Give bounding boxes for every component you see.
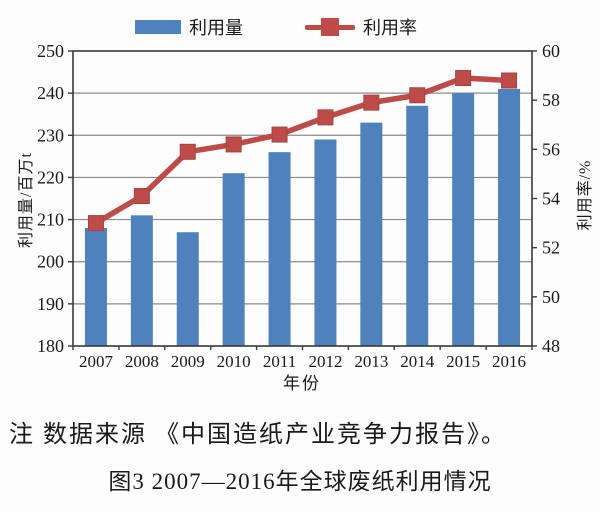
x-tick-label: 2016 (492, 352, 526, 371)
bar-2014 (406, 105, 429, 347)
left-tick-label: 210 (37, 210, 64, 230)
bar-2012 (314, 139, 337, 346)
right-axis-title: 利用率/% (577, 159, 594, 231)
bar-swatch-icon (135, 20, 181, 34)
bar-2013 (360, 122, 383, 347)
x-tick-label: 2014 (400, 352, 435, 371)
x-tick-label: 2011 (263, 352, 296, 371)
x-tick-label: 2007 (79, 352, 114, 371)
right-tick-label: 60 (542, 41, 560, 61)
rate-line (94, 75, 510, 226)
bar-2011 (268, 152, 291, 346)
combo-chart: 250 240 230 220 210 200 190 180 60 58 56 54 52 50 48 20… (37, 41, 560, 371)
x-axis-title: 年份 (283, 374, 321, 393)
x-tick-label: 2013 (354, 352, 388, 371)
left-tick-label: 230 (37, 125, 64, 145)
left-tick-label: 240 (37, 83, 64, 103)
x-tick-label: 2012 (308, 352, 342, 371)
left-tick-label: 220 (37, 167, 64, 187)
bar-2008 (130, 215, 153, 346)
left-tick-label: 180 (37, 336, 64, 356)
left-tick-label: 200 (37, 252, 64, 272)
rate-marker-2016 (501, 72, 518, 89)
x-tick-label: 2015 (446, 352, 480, 371)
legend: 利用量 利用率 (0, 14, 576, 40)
rate-marker-2010 (225, 136, 242, 153)
rate-marker-2015 (455, 70, 472, 87)
right-tick-label: 54 (542, 189, 560, 209)
left-axis-title: 利用量/百万t (18, 152, 35, 248)
legend-item-bar: 利用量 (135, 14, 243, 40)
bar-2016 (498, 88, 521, 346)
bar-2010 (222, 173, 245, 346)
rate-marker-2009 (179, 143, 196, 160)
x-tick-label: 2009 (171, 352, 205, 371)
right-tick-label: 48 (542, 336, 560, 356)
x-tick-label: 2008 (125, 352, 159, 371)
legend-line-label: 利用率 (363, 18, 417, 38)
legend-bar-label: 利用量 (189, 18, 243, 38)
legend-item-line: 利用率 (305, 14, 417, 40)
figure-caption: 图3 2007—2016年全球废纸利用情况 (108, 469, 492, 494)
rate-marker-2013 (363, 94, 380, 111)
right-tick-label: 56 (542, 139, 560, 159)
source-note: 注 数据来源 《中国造纸产业竞争力报告》。 (9, 422, 507, 448)
rate-marker-2008 (133, 188, 150, 205)
x-tick-label: 2010 (217, 352, 251, 371)
line-marker-swatch-icon (305, 17, 355, 37)
left-tick-label: 250 (37, 41, 64, 61)
rate-marker-2014 (409, 87, 426, 104)
bar-2007 (84, 228, 107, 346)
rate-marker-2012 (317, 109, 334, 126)
left-tick-label: 190 (37, 294, 64, 314)
right-tick-label: 58 (542, 90, 560, 110)
right-tick-label: 50 (542, 287, 560, 307)
rate-marker-2007 (87, 215, 104, 232)
bar-2015 (452, 93, 475, 347)
bar-2009 (176, 232, 199, 346)
rate-marker-2011 (271, 126, 288, 143)
right-tick-label: 52 (542, 238, 560, 258)
